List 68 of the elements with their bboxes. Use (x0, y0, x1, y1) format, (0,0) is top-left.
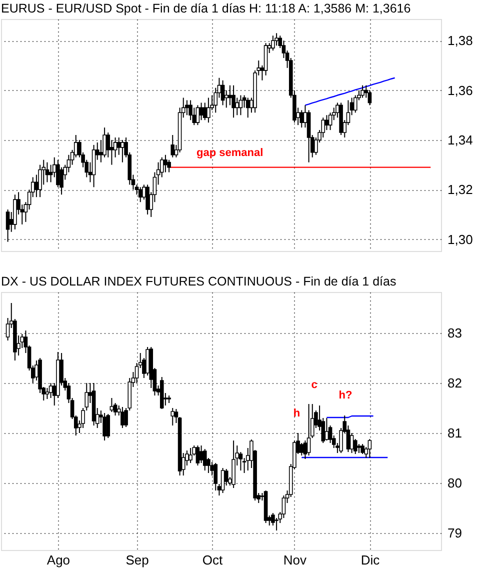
candlestick (146, 346, 150, 376)
candlestick (138, 186, 142, 203)
y-tick-label: 1,38 (448, 33, 473, 48)
candlestick (102, 412, 106, 441)
candlestick (202, 102, 207, 121)
candlestick (199, 102, 204, 121)
candlestick (45, 162, 50, 183)
chart-title: EURUS - EUR/USD Spot - Fin de día 1 días H: 11:18 A: 1,3586 M: 1,3616 (1, 2, 411, 16)
x-tick-label: Dic (360, 552, 380, 568)
candlestick (206, 97, 210, 124)
annotation: h (293, 407, 300, 420)
candlestick (38, 164, 42, 198)
candlestick (106, 414, 110, 438)
y-tick-label: 82 (448, 376, 462, 390)
annotation: gap semanal (196, 147, 264, 160)
candlestick (120, 406, 124, 428)
candlestick (271, 35, 275, 52)
candlestick (350, 432, 354, 454)
y-tick-label: 81 (448, 426, 462, 440)
candlestick (196, 445, 200, 466)
x-tick-label: Sep (126, 552, 149, 568)
candlestick (167, 159, 171, 173)
candlestick (48, 382, 53, 398)
candlestick (300, 110, 304, 128)
candlestick (368, 90, 372, 106)
candlestick (202, 448, 207, 471)
candlestick (300, 442, 304, 456)
line-series (304, 77, 396, 106)
x-tick-label: Ago (46, 552, 70, 568)
candlestick (116, 136, 121, 156)
candlestick (324, 418, 329, 441)
y-tick-label: 1,36 (448, 82, 473, 98)
candlestick (360, 84, 364, 98)
candlestick (199, 445, 204, 464)
y-tick-label: 79 (448, 526, 462, 540)
candlestick (188, 100, 192, 121)
candlestick (120, 139, 124, 163)
candlestick (170, 408, 175, 426)
candlestick (188, 448, 192, 464)
candlestick (110, 398, 114, 412)
candlestick (220, 468, 225, 494)
candlestick (164, 154, 168, 173)
annotation: c (311, 379, 318, 392)
candlestick (235, 97, 240, 116)
y-tick-label: 1,34 (448, 132, 473, 148)
candlestick (246, 97, 250, 118)
annotation: h? (338, 389, 353, 402)
candlestick (368, 438, 372, 458)
candlestick (238, 94, 243, 116)
candlestick (353, 94, 358, 114)
candlestick (306, 404, 311, 456)
candlestick (146, 184, 150, 215)
x-tick-label: Nov (283, 552, 308, 568)
candlestick (360, 444, 364, 454)
candlestick (6, 209, 10, 242)
y-tick-label: 1,30 (448, 232, 473, 247)
candlestick (170, 134, 175, 158)
candlestick (214, 462, 218, 491)
y-tick-label: 83 (448, 326, 462, 340)
chart-title: DX - US DOLLAR INDEX FUTURES CONTINUOUS - Fin de día 1 días (1, 274, 396, 288)
candlestick (274, 32, 278, 46)
candlestick (220, 80, 225, 106)
y-tick-label: 80 (448, 476, 462, 490)
x-tick-label: Oct (202, 552, 224, 568)
candlestick (196, 104, 200, 126)
y-tick-label: 1,32 (448, 182, 473, 198)
candlestick (324, 114, 329, 131)
candlestick (232, 84, 236, 118)
